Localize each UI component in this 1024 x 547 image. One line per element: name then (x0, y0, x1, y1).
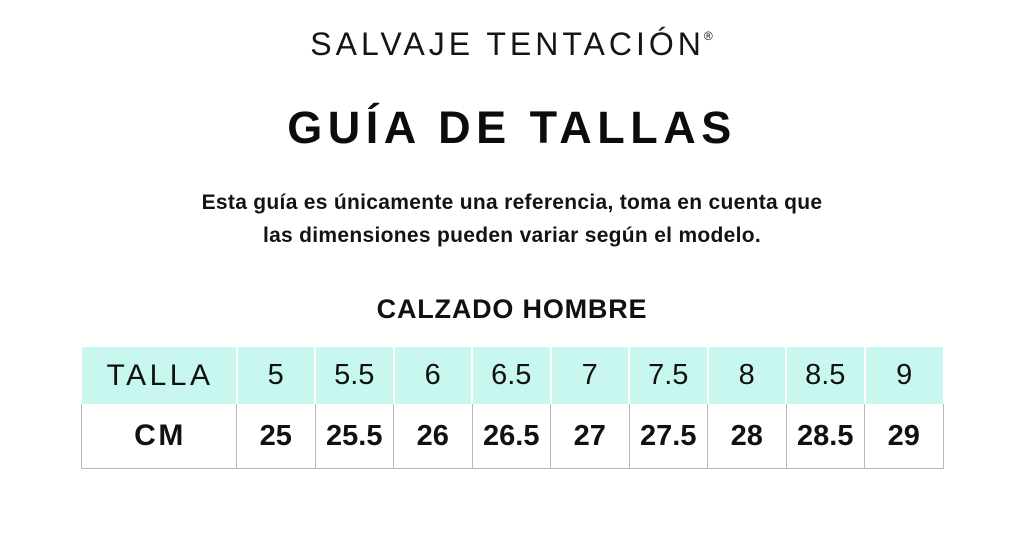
table-row-talla: TALLA 5 5.5 6 6.5 7 7.5 8 8.5 9 (81, 347, 943, 404)
table-cell-cm: 25 (236, 404, 316, 469)
table-cell-talla: 5 (236, 347, 316, 404)
table-cell-talla: 7 (550, 347, 630, 404)
table-cell-talla: 6.5 (472, 347, 552, 404)
subtitle-note: Esta guía es únicamente una referencia, … (0, 186, 1024, 252)
table-cell-talla: 6 (393, 347, 473, 404)
subtitle-line-1: Esta guía es únicamente una referencia, … (201, 191, 823, 214)
table-cell-cm: 25.5 (315, 404, 394, 469)
page-title: GUÍA DE TALLAS (287, 102, 737, 153)
brand-name: SALVAJE TENTACIÓN (310, 26, 705, 62)
row-header-cm: CM (81, 404, 237, 469)
table-cell-talla: 8 (707, 347, 787, 404)
table-cell-cm: 26.5 (472, 404, 551, 469)
table-cell-cm: 27.5 (629, 404, 708, 469)
table-cell-cm: 28.5 (786, 404, 865, 469)
table-cell-cm: 26 (393, 404, 473, 469)
table-cell-talla: 8.5 (786, 347, 866, 404)
size-table: TALLA 5 5.5 6 6.5 7 7.5 8 8.5 9 CM 25 25… (81, 347, 944, 469)
table-cell-talla: 9 (864, 347, 943, 404)
subtitle-line-2: las dimensiones pueden variar según el m… (262, 224, 762, 247)
row-header-talla: TALLA (81, 347, 238, 404)
table-cell-cm: 27 (550, 404, 630, 469)
table-cell-talla: 5.5 (315, 347, 395, 404)
table-row-cm: CM 25 25.5 26 26.5 27 27.5 28 28.5 29 (81, 404, 944, 469)
table-cell-cm: 29 (864, 404, 944, 469)
section-heading-calzado-hombre: CALZADO HOMBRE (376, 294, 648, 324)
table-cell-talla: 7.5 (629, 347, 709, 404)
brand-wordmark: SALVAJE TENTACIÓN® (0, 26, 1024, 63)
size-table-container: TALLA 5 5.5 6 6.5 7 7.5 8 8.5 9 CM 25 25… (81, 347, 944, 469)
table-cell-cm: 28 (707, 404, 787, 469)
registered-trademark-icon: ® (703, 28, 713, 43)
